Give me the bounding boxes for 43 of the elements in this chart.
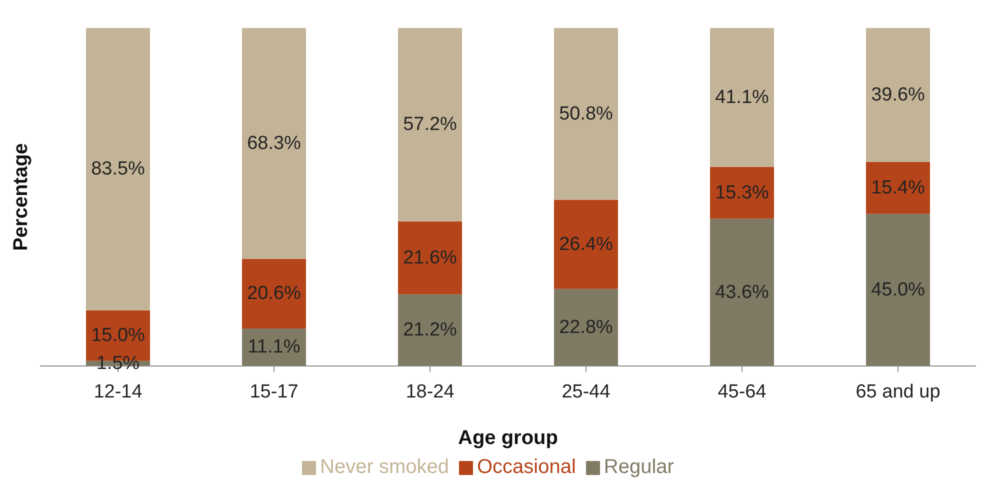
bar xyxy=(710,28,774,167)
data-label: 50.8% xyxy=(559,103,614,124)
data-label: 21.6% xyxy=(403,247,458,268)
data-label: 68.3% xyxy=(247,132,302,154)
bar xyxy=(554,288,618,366)
x-tick-label: 12-14 xyxy=(94,381,143,402)
data-label: 22.8% xyxy=(559,316,614,338)
bar xyxy=(866,214,930,366)
legend-label: Regular xyxy=(604,456,674,478)
data-label: 11.1% xyxy=(248,336,300,358)
data-label: 43.6% xyxy=(715,282,770,303)
data-label: 45.0% xyxy=(871,279,926,300)
bar xyxy=(398,294,462,366)
data-label: 41.1% xyxy=(715,86,770,108)
legend-label: Never smoked xyxy=(320,456,449,478)
bar xyxy=(554,200,618,289)
data-label: 20.6% xyxy=(247,283,302,304)
bar xyxy=(710,166,774,219)
data-label: 21.2% xyxy=(403,320,458,341)
y-axis-title: Percentage xyxy=(10,143,32,251)
bar xyxy=(866,28,930,162)
bar xyxy=(242,28,306,259)
data-label: 15.3% xyxy=(715,182,770,204)
bar xyxy=(398,221,462,294)
data-label: 15.0% xyxy=(91,325,146,346)
data-label: 15.4% xyxy=(871,177,926,198)
bar xyxy=(866,162,930,214)
bar xyxy=(554,28,618,200)
x-tick-label: 25-44 xyxy=(562,381,611,402)
data-label: 83.5% xyxy=(91,158,146,180)
legend-label: Occasional xyxy=(476,456,576,478)
x-tick-label: 15-17 xyxy=(250,381,298,402)
bar xyxy=(398,28,462,222)
data-label: 57.2% xyxy=(403,114,458,136)
x-tick-label: 65 and up xyxy=(856,381,940,402)
bar xyxy=(86,28,150,310)
x-tick-label: 18-24 xyxy=(406,381,455,402)
x-tick-label: 45-64 xyxy=(718,381,767,402)
data-label: 26.4% xyxy=(559,234,614,255)
x-axis-title: Age group xyxy=(458,427,558,449)
data-label: 39.6% xyxy=(871,84,926,106)
bar xyxy=(242,258,306,328)
bar xyxy=(710,218,774,366)
